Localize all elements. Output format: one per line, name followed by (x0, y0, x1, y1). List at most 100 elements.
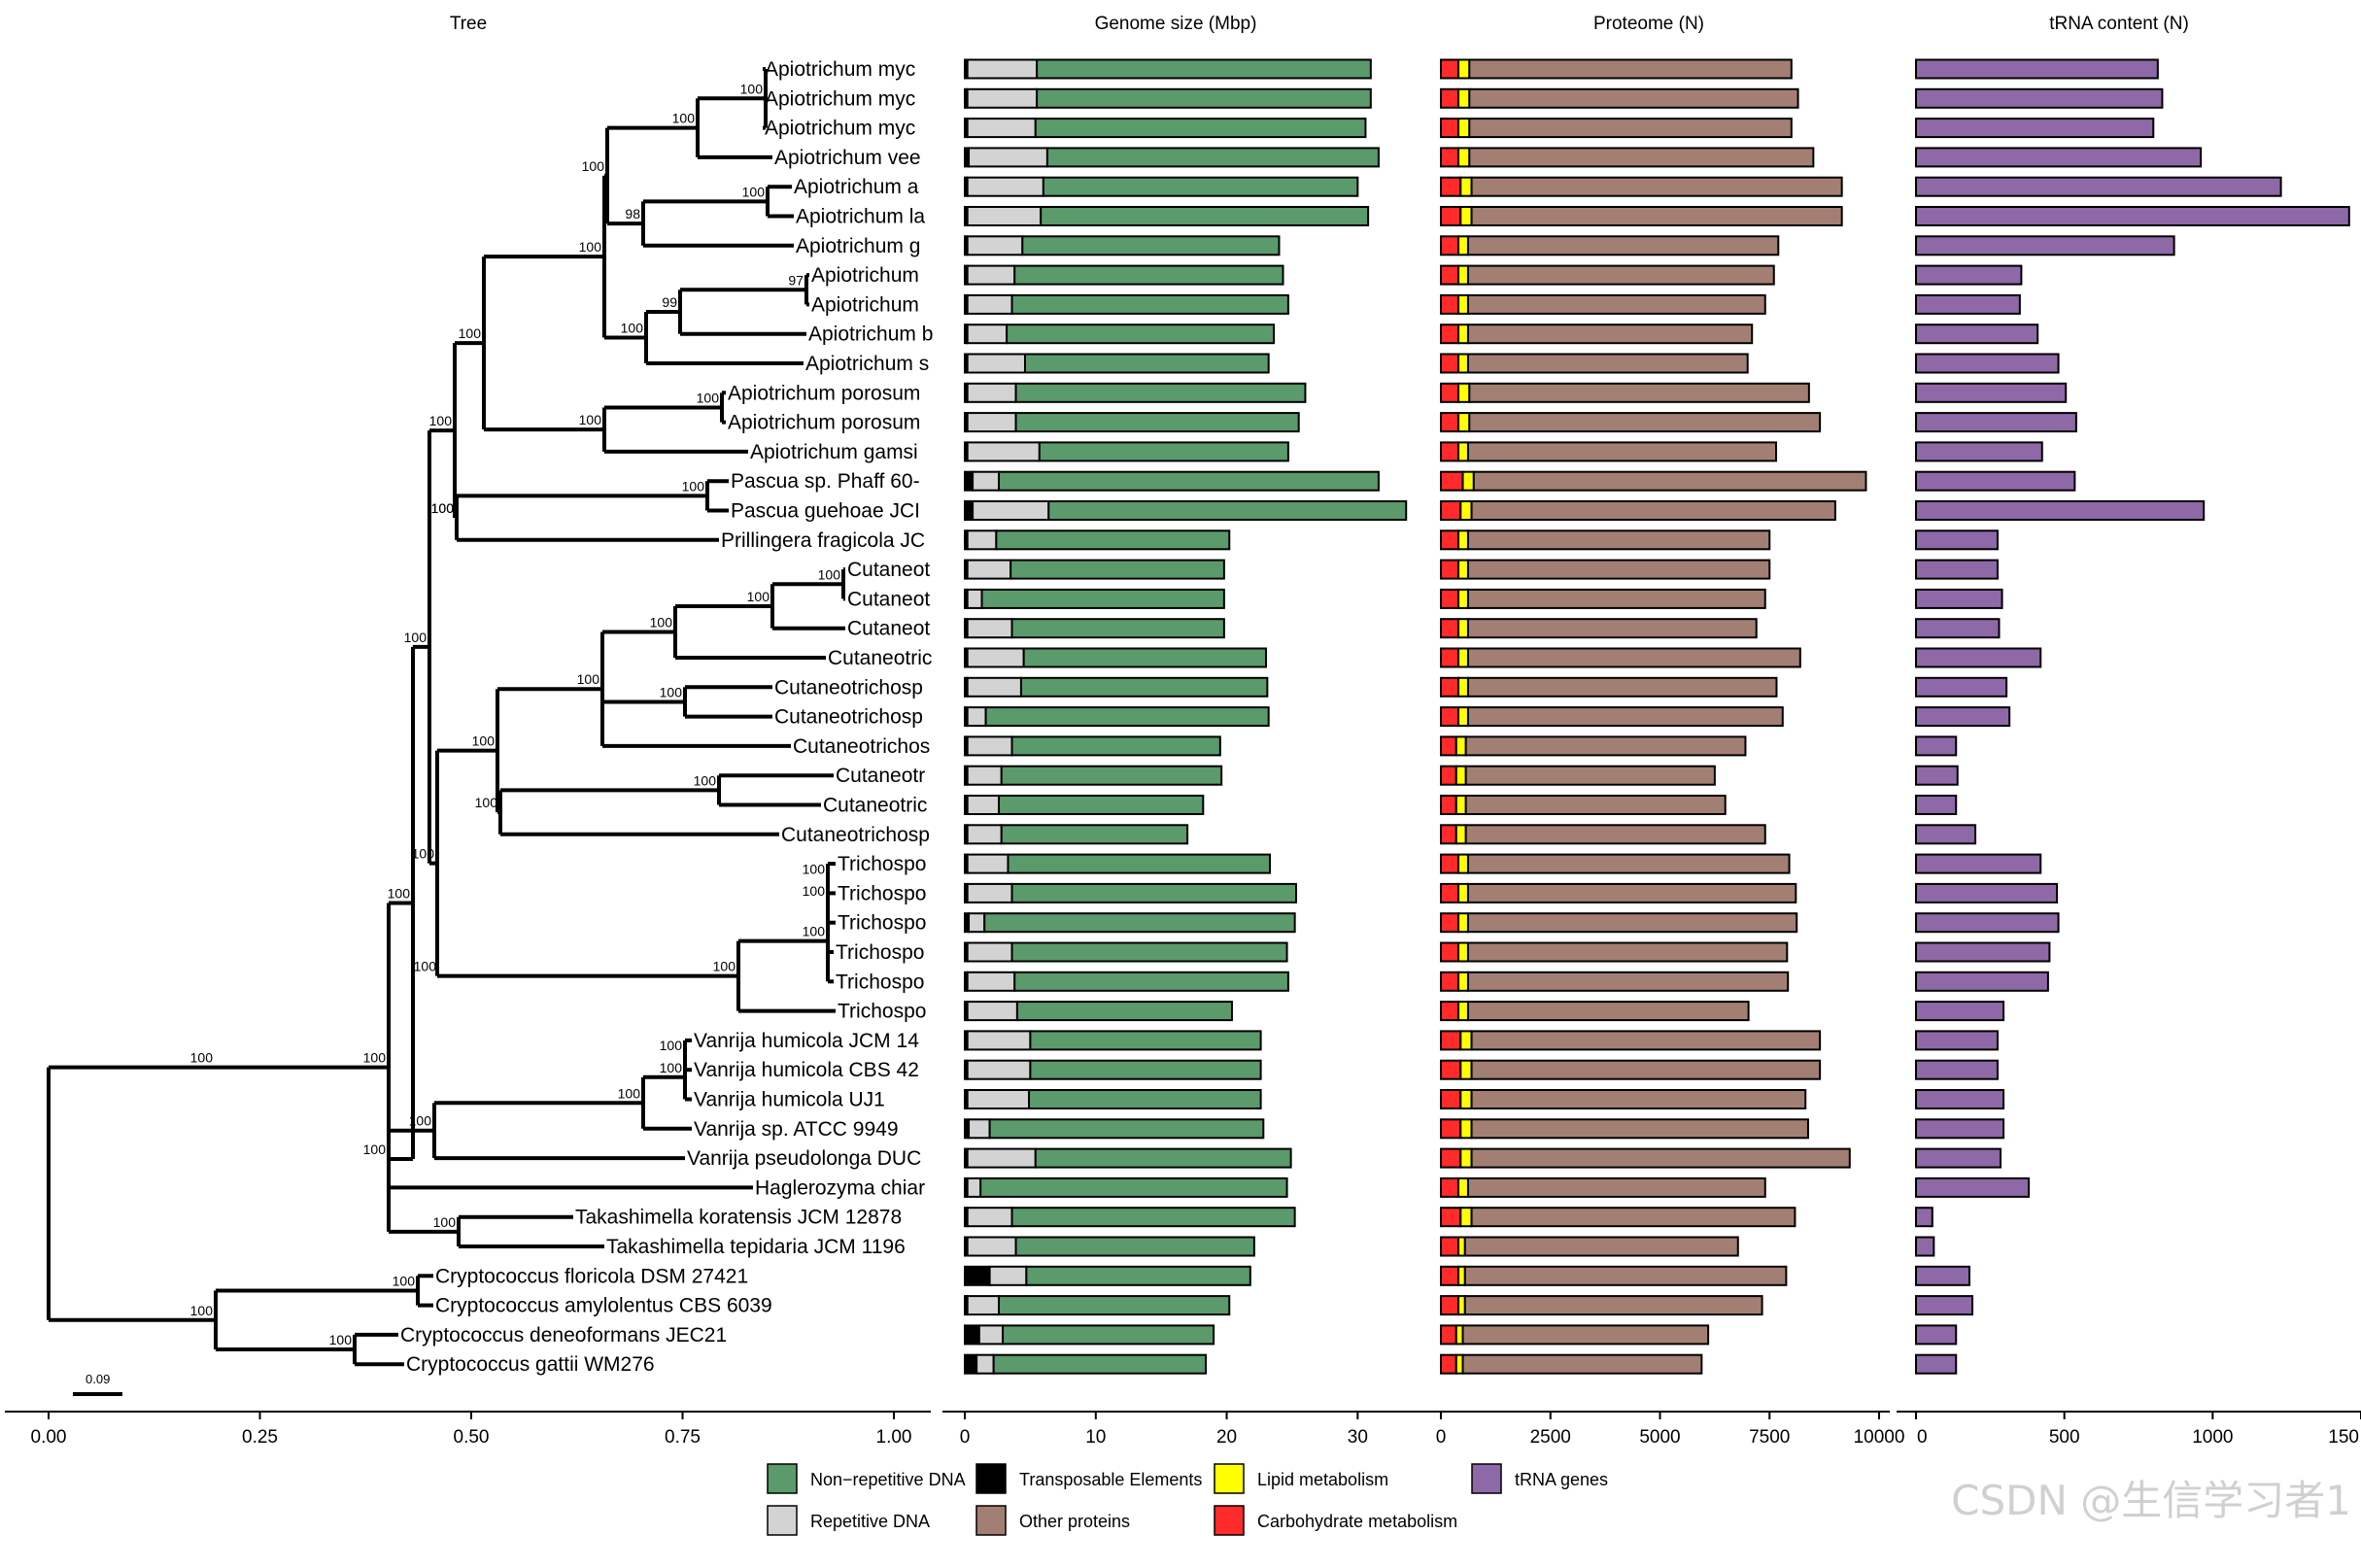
lipid-segment (1457, 353, 1469, 374)
proteome-axis-tick-label: 10000 (1854, 1427, 1905, 1448)
lipid-segment (1457, 235, 1469, 256)
repetitive-segment (966, 441, 1041, 462)
trna-bar (1915, 206, 2350, 226)
genome-panel-title: Genome size (Mbp) (1095, 14, 1257, 34)
tip-label: Cutaneotric (828, 647, 932, 669)
bootstrap-value: 100 (404, 630, 428, 645)
legend-label: Transposable Elements (1019, 1470, 1202, 1489)
carbohydrate-segment (1440, 470, 1464, 492)
trna-bar (1915, 882, 2059, 903)
other-proteins-segment (1466, 882, 1797, 903)
nonrepetitive-segment (983, 912, 1296, 934)
nonrepetitive-segment (1029, 1059, 1262, 1080)
other-proteins-segment (1466, 647, 1801, 668)
lipid-segment (1457, 706, 1469, 728)
bootstrap-value: 100 (409, 1113, 432, 1129)
lipid-segment (1454, 1324, 1464, 1346)
tip-label: Cutaneotrichosp (781, 824, 930, 846)
carbohydrate-segment (1440, 559, 1460, 580)
bootstrap-value: 100 (747, 589, 770, 604)
trna-bar (1915, 264, 2023, 286)
other-proteins-segment (1466, 264, 1775, 286)
trna-bar (1915, 1059, 1999, 1080)
bootstrap-value: 100 (618, 1085, 641, 1101)
tip-label: Apiotrichum gamsi (750, 441, 918, 463)
nonrepetitive-segment (1045, 147, 1380, 168)
bootstrap-value: 100 (660, 1060, 683, 1075)
trna-bar (1915, 353, 2060, 374)
other-proteins-segment (1466, 353, 1749, 374)
repetitive-segment (966, 293, 1013, 315)
repetitive-segment (966, 618, 1013, 639)
repetitive-segment (966, 206, 1043, 226)
tree-axis-tick-label: 0.00 (31, 1427, 67, 1448)
carbohydrate-segment (1440, 676, 1460, 698)
repetitive-segment (966, 118, 1037, 139)
other-proteins-segment (1470, 500, 1836, 521)
other-proteins-segment (1468, 412, 1822, 433)
nonrepetitive-segment (979, 1176, 1288, 1198)
repetitive-segment (966, 264, 1016, 286)
bootstrap-value: 100 (190, 1050, 214, 1066)
bootstrap-value: 100 (682, 478, 705, 494)
trna-bar (1915, 293, 2021, 315)
other-proteins-segment (1466, 588, 1766, 609)
tip-label: Trichospo (838, 853, 926, 875)
lipid-segment (1457, 264, 1469, 286)
legend-label: Lipid metabolism (1257, 1470, 1388, 1489)
repetitive-segment (966, 676, 1022, 698)
other-proteins-segment (1466, 853, 1791, 874)
other-proteins-segment (1464, 765, 1716, 786)
lipid-segment (1454, 824, 1467, 845)
bootstrap-value: 100 (579, 412, 602, 427)
other-proteins-segment (1466, 676, 1778, 698)
tip-label: Apiotrichum porosum (728, 412, 920, 434)
nonrepetitive-segment (984, 706, 1270, 728)
carbohydrate-segment (1440, 795, 1457, 815)
carbohydrate-segment (1440, 235, 1460, 256)
trna-bar (1915, 147, 2203, 168)
repetitive-segment (966, 412, 1017, 433)
carbohydrate-segment (1440, 765, 1457, 786)
nonrepetitive-segment (1010, 941, 1288, 963)
carbohydrate-segment (1440, 941, 1460, 963)
axes: 0.00 0.25 0.50 0.75 1.00 0 10 20 30 0 2500 5000 7500… (5, 1411, 2361, 1448)
bootstrap-value: 98 (625, 206, 640, 222)
other-proteins-segment (1470, 176, 1843, 197)
repetitive-segment (966, 853, 1009, 874)
lipid-segment (1457, 971, 1469, 992)
carbohydrate-segment (1440, 1353, 1457, 1375)
tip-label: Apiotrichum b (808, 324, 933, 346)
other-proteins-segment (1468, 58, 1793, 80)
carbohydrate-segment (1440, 382, 1460, 403)
proteome-axis-tick-label: 5000 (1639, 1427, 1680, 1448)
nonrepetitive-segment (1034, 118, 1367, 139)
carbohydrate-segment (1440, 1147, 1462, 1169)
carbohydrate-segment (1440, 1089, 1462, 1109)
nonrepetitive-segment (1000, 824, 1189, 845)
other-proteins-segment (1466, 971, 1790, 992)
lipid-segment (1459, 206, 1473, 226)
lipid-segment (1454, 1353, 1464, 1375)
repetitive-segment (966, 971, 1016, 992)
lipid-segment (1457, 1295, 1466, 1316)
lipid-segment (1454, 735, 1467, 757)
other-proteins-segment (1468, 118, 1793, 139)
nonrepetitive-segment (980, 588, 1225, 609)
trna-bar (1915, 647, 2042, 668)
legend-label: Non−repetitive DNA (810, 1470, 966, 1489)
carbohydrate-segment (1440, 824, 1457, 845)
carbohydrate-segment (1440, 1118, 1462, 1140)
nonrepetitive-segment (1047, 500, 1408, 521)
bootstrap-value: 100 (431, 500, 455, 516)
tip-label: Trichospo (838, 912, 926, 935)
nonrepetitive-segment (988, 1118, 1265, 1140)
bootstrap-value: 100 (803, 924, 826, 939)
lipid-segment (1457, 441, 1469, 462)
trna-bar (1915, 1118, 2005, 1140)
other-proteins-segment (1470, 1089, 1807, 1109)
nonrepetitive-segment (1010, 1207, 1296, 1228)
tip-label: Cryptococcus amylolentus CBS 6039 (435, 1295, 772, 1317)
bootstrap-value: 100 (803, 861, 826, 876)
